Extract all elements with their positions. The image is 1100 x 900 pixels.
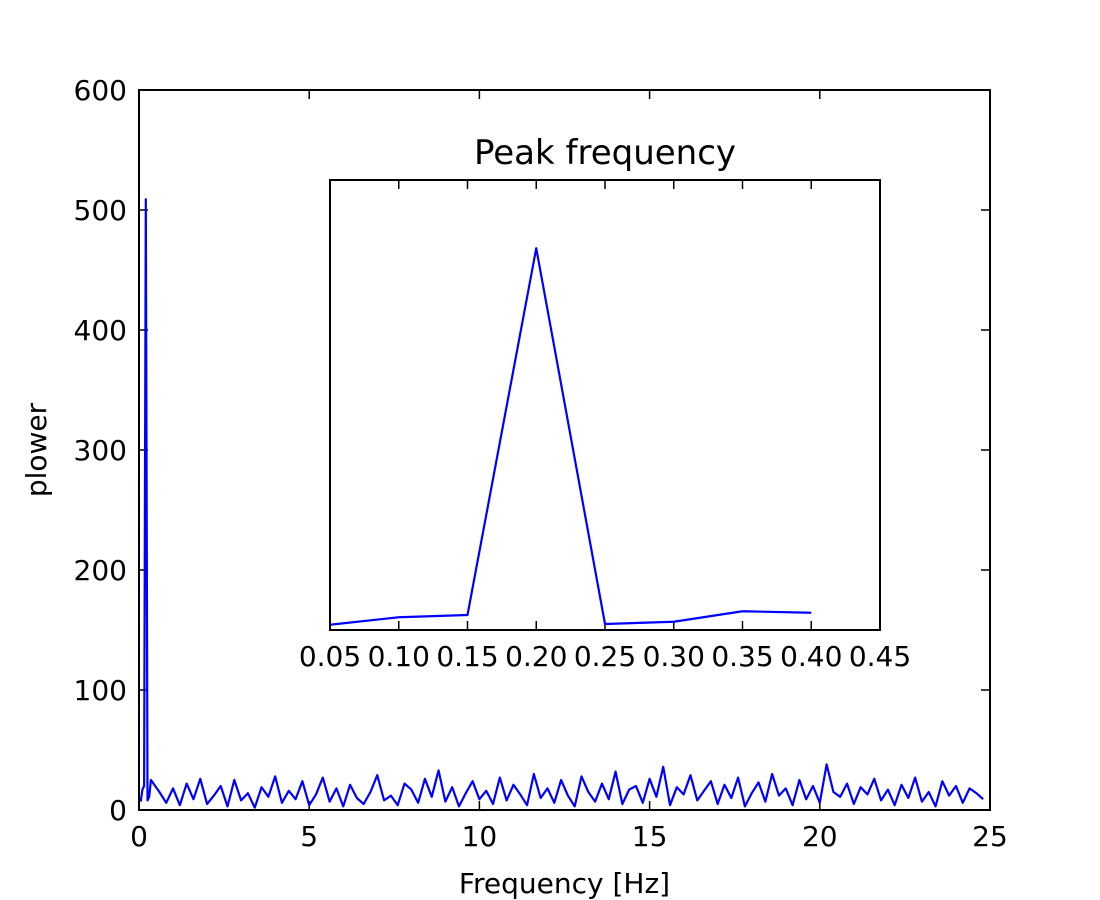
chart-title: Peak frequency (474, 133, 736, 173)
x-tick-label: 10 (462, 820, 498, 853)
y-tick-label: 600 (74, 74, 127, 107)
x-tick-label: 0.40 (780, 640, 842, 673)
x-tick-label: 0.10 (368, 640, 430, 673)
x-tick-label: 20 (802, 820, 838, 853)
y-tick-label: 200 (74, 554, 127, 587)
y-tick-label: 300 (74, 434, 127, 467)
y-tick-label: 400 (74, 314, 127, 347)
x-tick-label: 5 (300, 820, 318, 853)
x-tick-label: 0.20 (505, 640, 567, 673)
plot-frame (329, 179, 881, 631)
plot-frame (138, 89, 991, 811)
x-tick-label: 0.45 (849, 640, 911, 673)
y-tick-label: 0 (109, 794, 127, 827)
x-tick-label: 0.25 (574, 640, 636, 673)
x-tick-label: 0 (130, 820, 148, 853)
y-tick-label: 500 (74, 194, 127, 227)
x-tick-label: 25 (972, 820, 1008, 853)
data-line (139, 198, 984, 809)
y-axis-label: plower (20, 402, 53, 497)
x-tick-label: 0.30 (643, 640, 705, 673)
plot-area (330, 180, 880, 630)
data-line (329, 247, 812, 626)
x-axis-label: Frequency [Hz] (459, 867, 670, 900)
x-tick-label: 0.05 (299, 640, 361, 673)
x-tick-label: 15 (632, 820, 668, 853)
y-tick-label: 100 (74, 674, 127, 707)
x-tick-label: 0.15 (436, 640, 498, 673)
x-tick-label: 0.35 (711, 640, 773, 673)
